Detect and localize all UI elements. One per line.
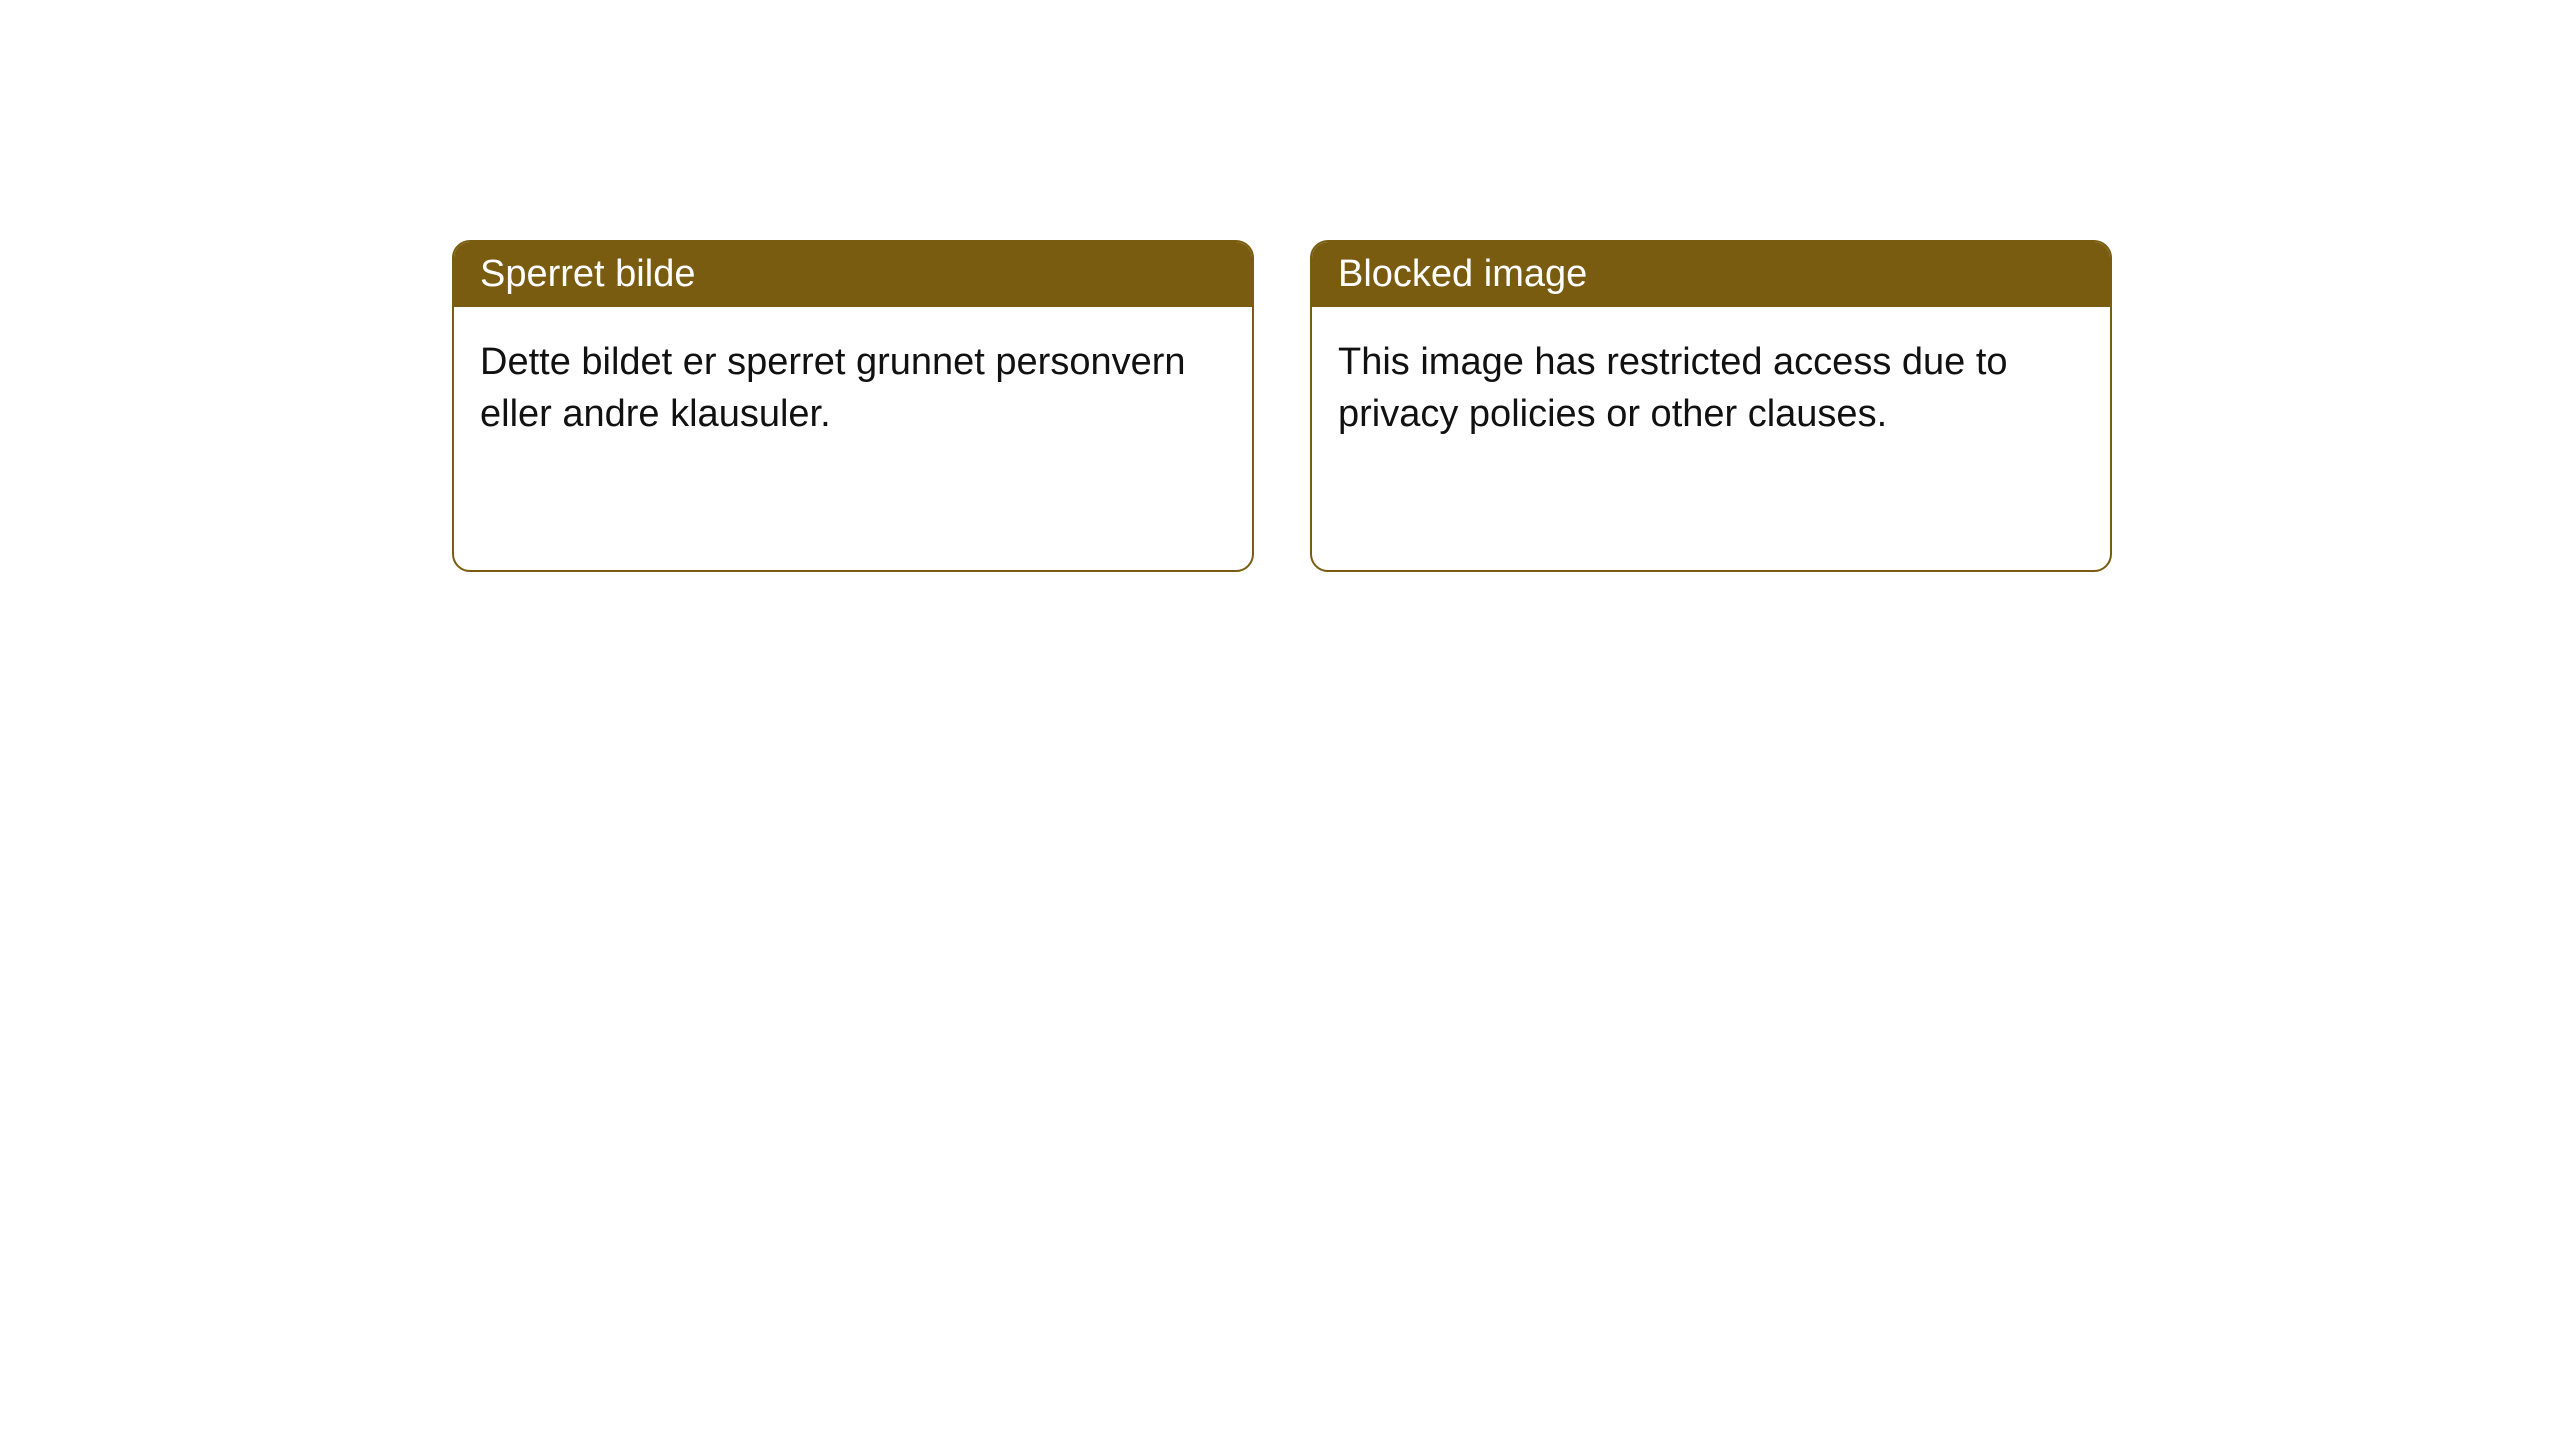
card-body-en: This image has restricted access due to …	[1312, 307, 2110, 470]
card-header-no: Sperret bilde	[454, 242, 1252, 307]
blocked-image-card-en: Blocked image This image has restricted …	[1310, 240, 2112, 572]
blocked-image-card-no: Sperret bilde Dette bildet er sperret gr…	[452, 240, 1254, 572]
cards-container: Sperret bilde Dette bildet er sperret gr…	[0, 0, 2560, 572]
card-header-en: Blocked image	[1312, 242, 2110, 307]
card-body-no: Dette bildet er sperret grunnet personve…	[454, 307, 1252, 470]
